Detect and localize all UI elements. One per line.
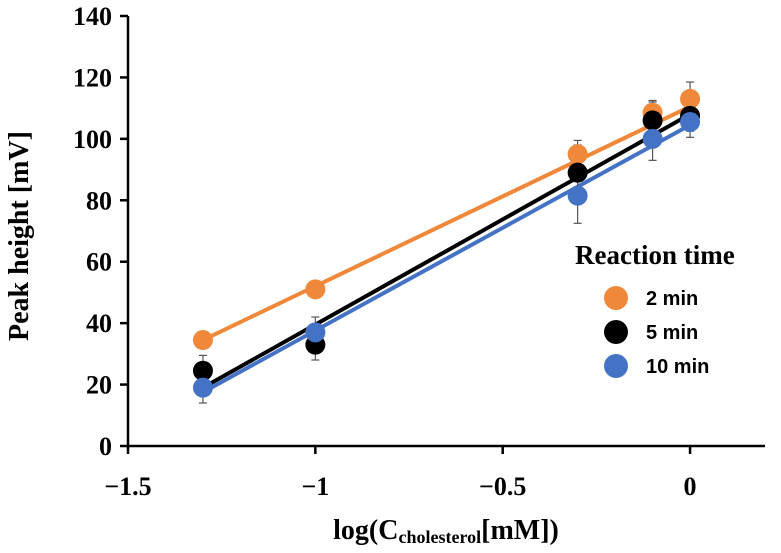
y-tick-label: 60	[86, 248, 112, 277]
x-tick-label: −1	[301, 472, 329, 501]
data-point	[680, 111, 701, 132]
fit-lines	[201, 104, 692, 395]
data-point	[192, 360, 213, 381]
y-tick-label: 0	[99, 432, 112, 461]
x-tick-label: 0	[684, 472, 697, 501]
legend-label: 2 min	[646, 288, 698, 310]
x-axis-title-prefix: log(C	[333, 515, 398, 546]
y-tick-label: 40	[86, 309, 112, 338]
legend-marker	[604, 286, 628, 310]
legend-marker	[604, 354, 628, 378]
x-axis-title: log(Ccholesterol[mM])	[333, 515, 559, 547]
x-tick-label: −1.5	[104, 472, 151, 501]
y-tick-label: 120	[73, 63, 112, 92]
ticks: 0 20 40 60 80 100 120 140 −1.5 −1 −0.5 0	[73, 2, 697, 501]
legend-label: 10 min	[646, 356, 709, 378]
fit-line	[201, 112, 692, 390]
fit-line	[201, 123, 692, 395]
data-point	[567, 162, 588, 183]
data-point	[642, 128, 663, 149]
data-point	[192, 330, 213, 351]
data-point	[567, 144, 588, 165]
x-axis-title-subscript: cholesterol	[398, 527, 481, 547]
data-points	[192, 88, 701, 398]
y-axis-title: Peak height [mV]	[4, 131, 35, 341]
fit-line	[202, 104, 691, 342]
y-tick-label: 80	[86, 186, 112, 215]
x-axis-title-suffix: [mM])	[481, 515, 559, 546]
legend-label: 5 min	[646, 322, 698, 344]
data-point	[305, 322, 326, 343]
y-tick-label: 20	[86, 371, 112, 400]
data-point	[305, 279, 326, 300]
legend-title: Reaction time	[575, 240, 735, 270]
y-tick-label: 140	[73, 2, 112, 31]
data-point	[642, 110, 663, 131]
data-point	[192, 377, 213, 398]
data-point	[680, 88, 701, 109]
axes	[126, 16, 765, 448]
x-tick-label: −0.5	[479, 472, 526, 501]
data-point	[567, 185, 588, 206]
legend-marker	[604, 320, 628, 344]
legend: Reaction time 2 min 5 min 10 min	[575, 240, 735, 378]
y-tick-label: 100	[73, 125, 112, 154]
